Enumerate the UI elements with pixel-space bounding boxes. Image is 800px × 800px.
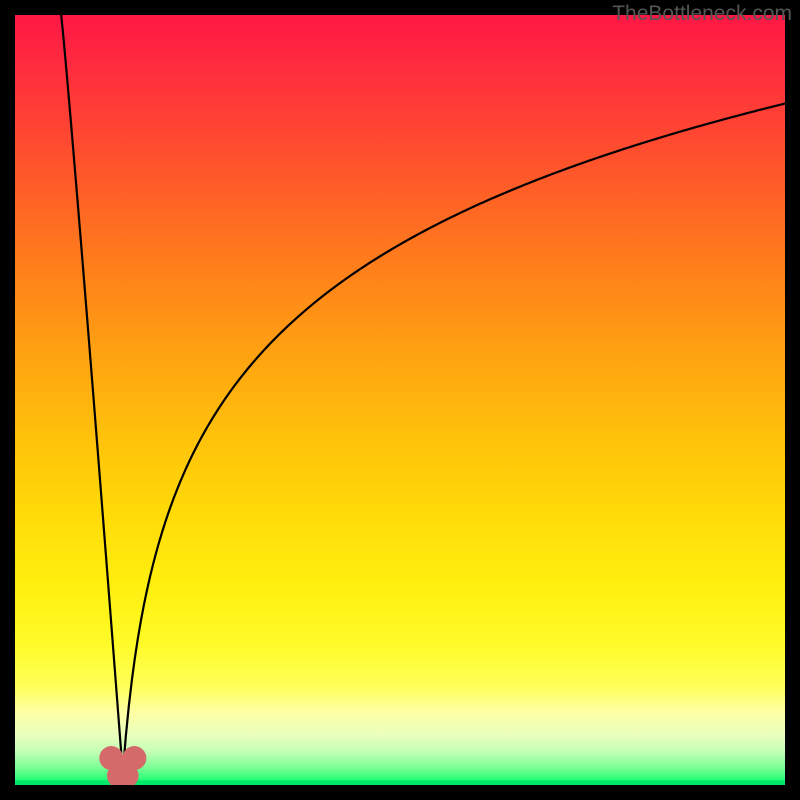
chart-background [15,15,785,785]
watermark-text: TheBottleneck.com [612,2,792,26]
bottleneck-chart [15,15,785,785]
chart-frame: TheBottleneck.com [0,0,800,800]
